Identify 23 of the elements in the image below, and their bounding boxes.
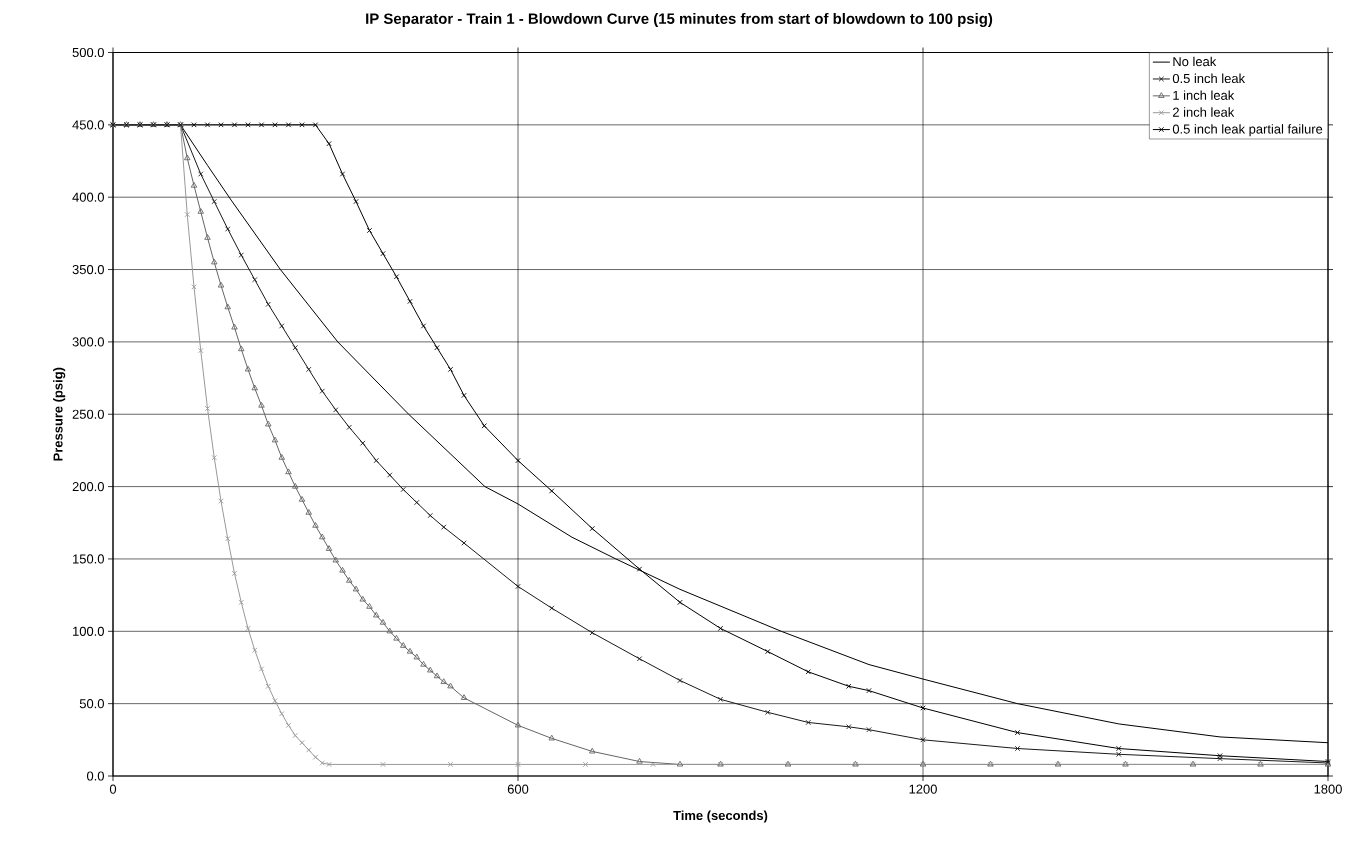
y-tick-label: 50.0 (79, 699, 104, 709)
y-axis-title: Pressure (psig) (53, 367, 66, 461)
legend-label: 2 inch leak (1173, 107, 1235, 117)
legend-label: No leak (1173, 56, 1217, 67)
y-tick-label: 300.0 (72, 337, 104, 347)
y-tick-label: 100.0 (73, 626, 104, 636)
legend-label: 1 inch leak (1173, 90, 1235, 100)
x-tick-label: 1200 (909, 784, 937, 794)
y-tick-label: 450.0 (72, 120, 104, 130)
y-tick-label: 200.0 (72, 482, 104, 492)
y-tick-label: 0.0 (86, 771, 104, 781)
x-tick-label: 0 (109, 784, 117, 794)
x-tick-label: 600 (507, 784, 529, 794)
y-tick-label: 400.0 (72, 192, 104, 202)
y-tick-label: 350.0 (72, 264, 104, 275)
x-tick-label: 1800 (1314, 784, 1342, 794)
y-tick-label: 150.0 (73, 554, 104, 564)
legend-label: 0.5 inch leak partial failure (1172, 124, 1323, 137)
x-axis-title: Time (seconds) (673, 810, 768, 823)
y-tick-label: 250.0 (72, 409, 104, 419)
y-tick-label: 500.0 (72, 47, 104, 58)
chart-title: IP Separator - Train 1 - Blowdown Curve (15 minutes from start of blowdown to 100 psig) (366, 12, 993, 27)
legend-label: 0.5 inch leak (1172, 73, 1246, 84)
